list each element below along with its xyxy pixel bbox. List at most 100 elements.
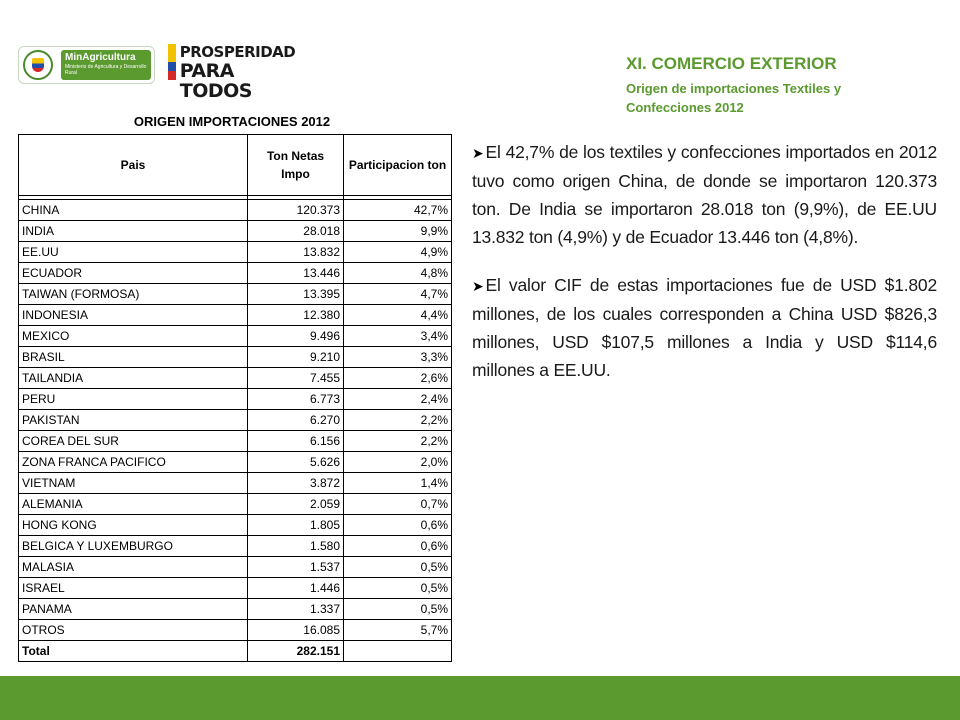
table-row: PANAMA 1.337 0,5% <box>18 598 452 620</box>
total-share <box>343 640 452 662</box>
share-cell: 5,7% <box>343 619 452 641</box>
table-row: INDIA 28.018 9,9% <box>18 220 452 242</box>
share-cell: 2,2% <box>343 409 452 431</box>
header-country: Pais <box>18 134 248 196</box>
header-share: Participacion ton <box>343 134 452 196</box>
table-row: ECUADOR 13.446 4,8% <box>18 262 452 284</box>
share-cell: 4,9% <box>343 241 452 263</box>
table-row: MALASIA 1.537 0,5% <box>18 556 452 578</box>
country-cell: PANAMA <box>18 598 248 620</box>
share-cell: 2,6% <box>343 367 452 389</box>
imports-table: Pais Ton Netas Impo Participacion ton CH… <box>18 134 452 662</box>
tons-cell: 1.337 <box>247 598 344 620</box>
prosperidad-line2: PARA TODOS <box>179 60 253 102</box>
table-row: TAIWAN (FORMOSA) 13.395 4,7% <box>18 283 452 305</box>
country-cell: MEXICO <box>18 325 248 347</box>
tons-cell: 3.872 <box>247 472 344 494</box>
country-cell: COREA DEL SUR <box>18 430 248 452</box>
tons-cell: 6.156 <box>247 430 344 452</box>
arrow-bullet-icon: ➤ <box>472 145 484 161</box>
table-row: EE.UU 13.832 4,9% <box>18 241 452 263</box>
share-cell: 0,7% <box>343 493 452 515</box>
share-cell: 4,7% <box>343 283 452 305</box>
colombia-flag-icon <box>168 44 176 80</box>
ministry-subtitle: Ministerio de Agricultura y Desarrollo R… <box>65 64 147 76</box>
country-cell: MALASIA <box>18 556 248 578</box>
table-row: CHINA 120.373 42,7% <box>18 199 452 221</box>
country-cell: TAILANDIA <box>18 367 248 389</box>
country-cell: PERU <box>18 388 248 410</box>
country-cell: OTROS <box>18 619 248 641</box>
table-row: PERU 6.773 2,4% <box>18 388 452 410</box>
country-cell: ZONA FRANCA PACIFICO <box>18 451 248 473</box>
prosperidad-line1: PROSPERIDAD <box>179 43 296 61</box>
tons-cell: 9.496 <box>247 325 344 347</box>
arrow-bullet-icon: ➤ <box>472 278 484 294</box>
tons-cell: 1.446 <box>247 577 344 599</box>
country-cell: INDIA <box>18 220 248 242</box>
table-row: BRASIL 9.210 3,3% <box>18 346 452 368</box>
bullet-item-1: ➤ El 42,7% de los textiles y confecciones… <box>472 138 937 251</box>
country-cell: INDONESIA <box>18 304 248 326</box>
tons-cell: 16.085 <box>247 619 344 641</box>
country-cell: BELGICA Y LUXEMBURGO <box>18 535 248 557</box>
share-cell: 4,4% <box>343 304 452 326</box>
table-row: OTROS 16.085 5,7% <box>18 619 452 641</box>
header-tons: Ton Netas Impo <box>247 134 344 196</box>
tons-cell: 6.773 <box>247 388 344 410</box>
table-header-row: Pais Ton Netas Impo Participacion ton <box>18 134 452 196</box>
share-cell: 4,8% <box>343 262 452 284</box>
table-row: INDONESIA 12.380 4,4% <box>18 304 452 326</box>
tons-cell: 9.210 <box>247 346 344 368</box>
section-subtitle: Origen de importaciones Textiles y Confe… <box>626 81 842 115</box>
share-cell: 1,4% <box>343 472 452 494</box>
bullet-item-2: ➤ El valor CIF de estas importaciones fue… <box>472 271 937 384</box>
share-cell: 0,6% <box>343 514 452 536</box>
table-total-row: Total 282.151 <box>18 640 452 662</box>
share-cell: 0,5% <box>343 598 452 620</box>
table-row: BELGICA Y LUXEMBURGO 1.580 0,6% <box>18 535 452 557</box>
table-row: VIETNAM 3.872 1,4% <box>18 472 452 494</box>
section-title: XI. COMERCIO EXTERIOR <box>626 54 837 73</box>
tons-cell: 6.270 <box>247 409 344 431</box>
table-title: ORIGEN IMPORTACIONES 2012 <box>133 114 331 129</box>
tons-cell: 2.059 <box>247 493 344 515</box>
table-row: HONG KONG 1.805 0,6% <box>18 514 452 536</box>
country-cell: ISRAEL <box>18 577 248 599</box>
tons-cell: 13.395 <box>247 283 344 305</box>
share-cell: 0,6% <box>343 535 452 557</box>
tons-cell: 1.805 <box>247 514 344 536</box>
share-cell: 3,3% <box>343 346 452 368</box>
summary-bullets: ➤ El 42,7% de los textiles y confecciones… <box>472 138 937 404</box>
country-cell: CHINA <box>18 199 248 221</box>
ministry-title: MinAgricultura <box>65 52 136 63</box>
share-cell: 0,5% <box>343 577 452 599</box>
tons-cell: 13.832 <box>247 241 344 263</box>
minagricultura-badge: MinAgricultura Ministerio de Agricultura… <box>61 50 151 80</box>
table-row: ALEMANIA 2.059 0,7% <box>18 493 452 515</box>
country-cell: ECUADOR <box>18 262 248 284</box>
country-cell: HONG KONG <box>18 514 248 536</box>
tons-cell: 5.626 <box>247 451 344 473</box>
tons-cell: 7.455 <box>247 367 344 389</box>
total-tons: 282.151 <box>247 640 344 662</box>
total-label: Total <box>18 640 248 662</box>
share-cell: 3,4% <box>343 325 452 347</box>
country-cell: EE.UU <box>18 241 248 263</box>
bullet-text-1: El 42,7% de los textiles y confecciones … <box>472 142 937 247</box>
country-cell: BRASIL <box>18 346 248 368</box>
bullet-text-2: El valor CIF de estas importaciones fue … <box>472 275 937 380</box>
share-cell: 42,7% <box>343 199 452 221</box>
share-cell: 9,9% <box>343 220 452 242</box>
tons-cell: 12.380 <box>247 304 344 326</box>
table-row: MEXICO 9.496 3,4% <box>18 325 452 347</box>
tons-cell: 120.373 <box>247 199 344 221</box>
table-body: CHINA 120.373 42,7% INDIA 28.018 9,9% EE.UU 13.… <box>18 195 452 662</box>
prosperidad-logo: PROSPERIDAD PARA TODOS <box>168 43 308 101</box>
tons-cell: 13.446 <box>247 262 344 284</box>
country-cell: ALEMANIA <box>18 493 248 515</box>
table-spacer-row <box>18 195 452 200</box>
country-cell: TAIWAN (FORMOSA) <box>18 283 248 305</box>
share-cell: 2,0% <box>343 451 452 473</box>
tons-cell: 1.580 <box>247 535 344 557</box>
